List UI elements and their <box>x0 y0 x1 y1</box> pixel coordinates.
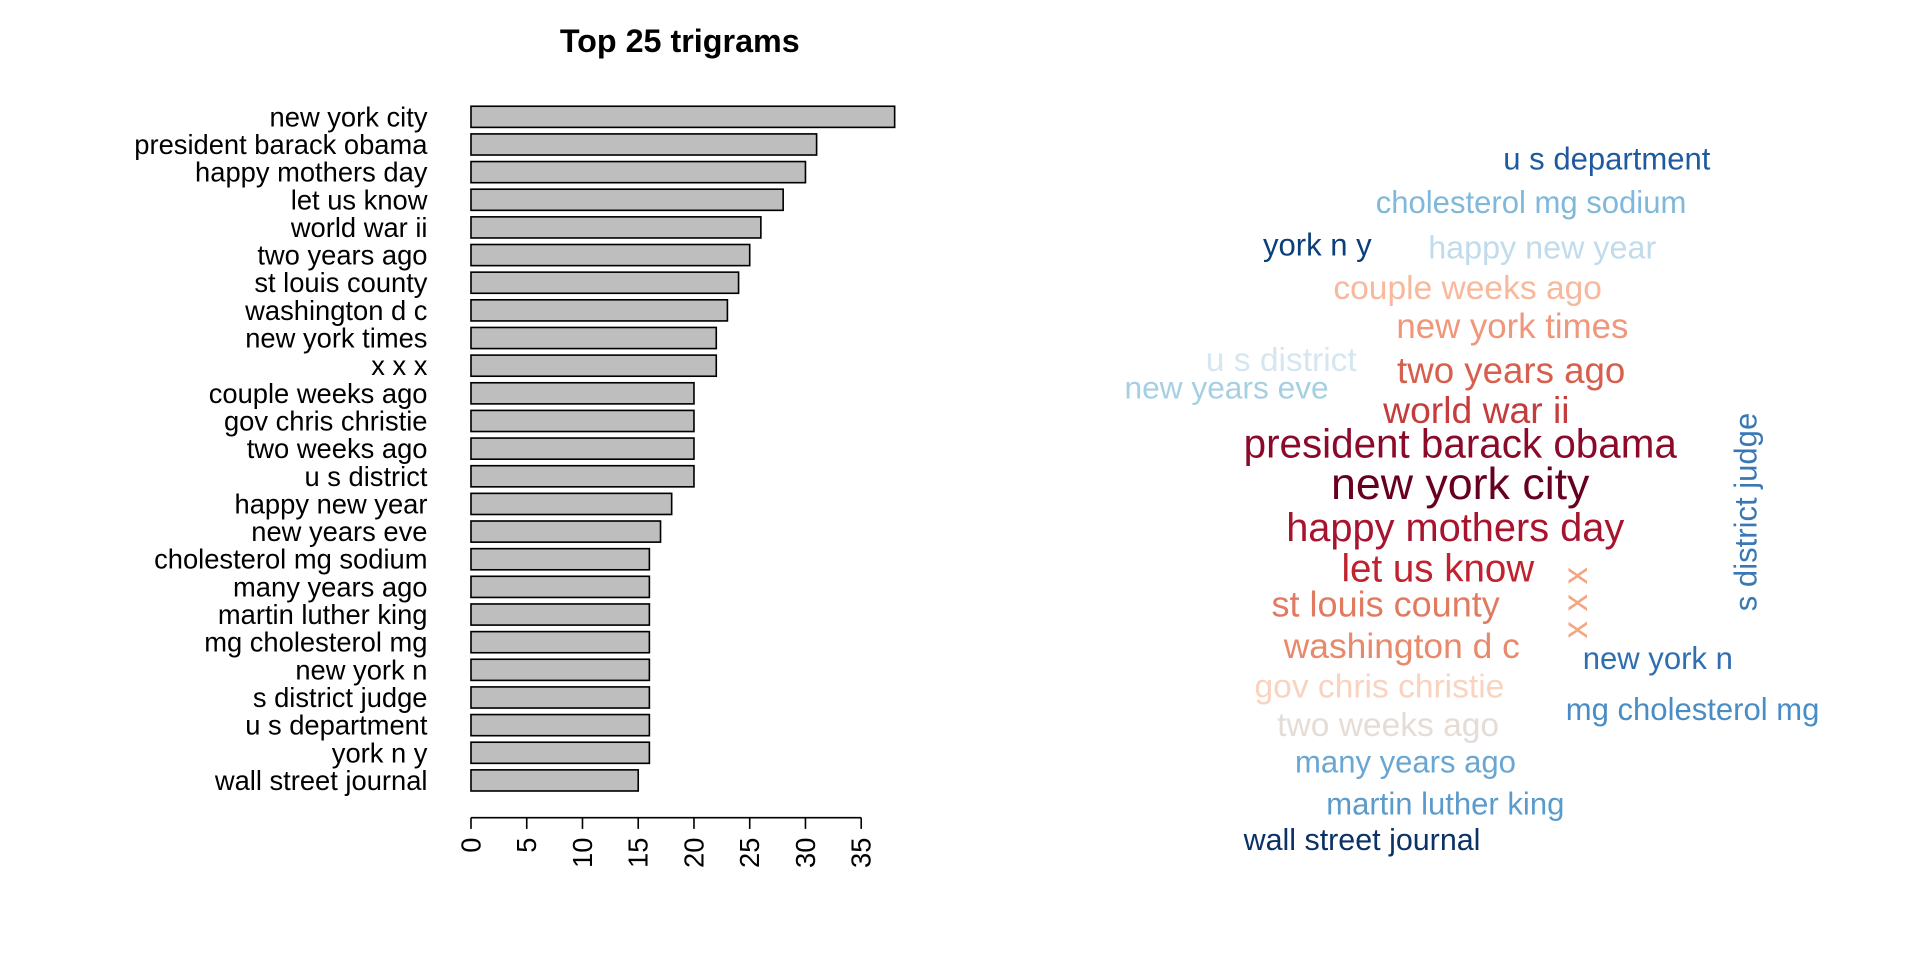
bar <box>470 381 695 405</box>
x-tick-label: 25 <box>734 838 765 868</box>
y-tick-label: gov chris christie <box>224 405 428 436</box>
bar <box>470 216 762 239</box>
y-tick-label: new york city <box>270 101 428 132</box>
word: u s department <box>1503 142 1710 177</box>
x-tick-label: 35 <box>846 838 877 868</box>
word: many years ago <box>1295 744 1516 779</box>
bar <box>470 547 651 571</box>
word: new years eve <box>1124 370 1328 406</box>
word: x x x <box>1557 566 1595 638</box>
word: couple weeks ago <box>1333 270 1602 307</box>
word: two weeks ago <box>1277 707 1499 744</box>
bar <box>470 713 651 737</box>
y-tick-label: york n y <box>332 737 428 768</box>
y-tick-label: u s district <box>304 461 427 492</box>
y-tick-label: happy mothers day <box>195 157 428 188</box>
bar <box>470 354 718 378</box>
word: york n y <box>1263 227 1372 262</box>
x-tick-label: 5 <box>511 838 542 853</box>
y-tick-label: mg cholesterol mg <box>204 627 427 658</box>
bar <box>470 464 695 488</box>
bar <box>470 741 651 765</box>
bar <box>470 603 651 626</box>
bar <box>470 769 640 792</box>
bar <box>470 520 662 543</box>
bar <box>470 271 740 295</box>
x-tick-label: 30 <box>790 838 821 868</box>
word: gov chris christie <box>1255 669 1505 706</box>
word: world war ii <box>1382 389 1569 431</box>
y-tick-label: president barack obama <box>134 129 428 160</box>
bar <box>470 298 729 322</box>
bar <box>470 243 751 267</box>
bar <box>470 160 807 184</box>
bar <box>470 409 695 433</box>
y-tick-label: st louis county <box>254 267 427 298</box>
y-tick-label: new york n <box>295 654 427 685</box>
bar <box>470 326 718 350</box>
y-tick-label: couple weeks ago <box>209 378 428 409</box>
y-tick-label: world war ii <box>290 212 428 243</box>
word: happy mothers day <box>1286 506 1624 550</box>
word: mg cholesterol mg <box>1566 692 1820 727</box>
y-tick-label: new years eve <box>251 516 427 547</box>
y-tick-label: let us know <box>291 184 428 215</box>
word: cholesterol mg sodium <box>1376 185 1687 220</box>
y-tick-label: cholesterol mg sodium <box>154 544 427 575</box>
y-tick-label: u s department <box>245 710 428 741</box>
word: s district judge <box>1729 413 1764 611</box>
bar <box>470 188 784 212</box>
word: wall street journal <box>1243 823 1481 857</box>
y-tick-label: martin luther king <box>218 599 428 630</box>
y-tick-label: two weeks ago <box>247 433 428 464</box>
word: let us know <box>1341 548 1534 591</box>
x-tick-label: 10 <box>567 838 598 868</box>
word: new york n <box>1583 641 1733 676</box>
x-tick-label: 15 <box>623 838 654 868</box>
x-tick-label: 20 <box>678 838 709 868</box>
bar <box>470 437 695 460</box>
bar <box>470 133 818 156</box>
bar <box>470 105 896 129</box>
word: happy new year <box>1428 229 1656 265</box>
word: washington d c <box>1283 626 1520 666</box>
bar <box>470 686 651 709</box>
y-tick-label: wall street journal <box>214 765 428 796</box>
word: new york city <box>1331 460 1590 509</box>
chart-title: Top 25 trigrams <box>560 23 800 59</box>
x-tick-label: 0 <box>455 838 486 853</box>
y-tick-label: new york times <box>245 323 427 354</box>
word: president barack obama <box>1244 421 1678 467</box>
bar <box>470 630 651 654</box>
word: two years ago <box>1397 350 1625 391</box>
word: martin luther king <box>1326 787 1564 822</box>
word: new york times <box>1396 308 1628 346</box>
y-tick-label: many years ago <box>233 571 427 602</box>
bar <box>470 575 651 599</box>
word: u s district <box>1206 342 1358 379</box>
bar <box>470 658 651 682</box>
bar <box>470 492 673 516</box>
word: st louis county <box>1272 583 1500 624</box>
y-tick-label: s district judge <box>253 682 428 713</box>
y-tick-label: two years ago <box>257 240 427 271</box>
y-tick-label: x x x <box>371 350 428 381</box>
y-tick-label: happy new year <box>235 488 428 519</box>
y-tick-label: washington d c <box>244 295 427 326</box>
